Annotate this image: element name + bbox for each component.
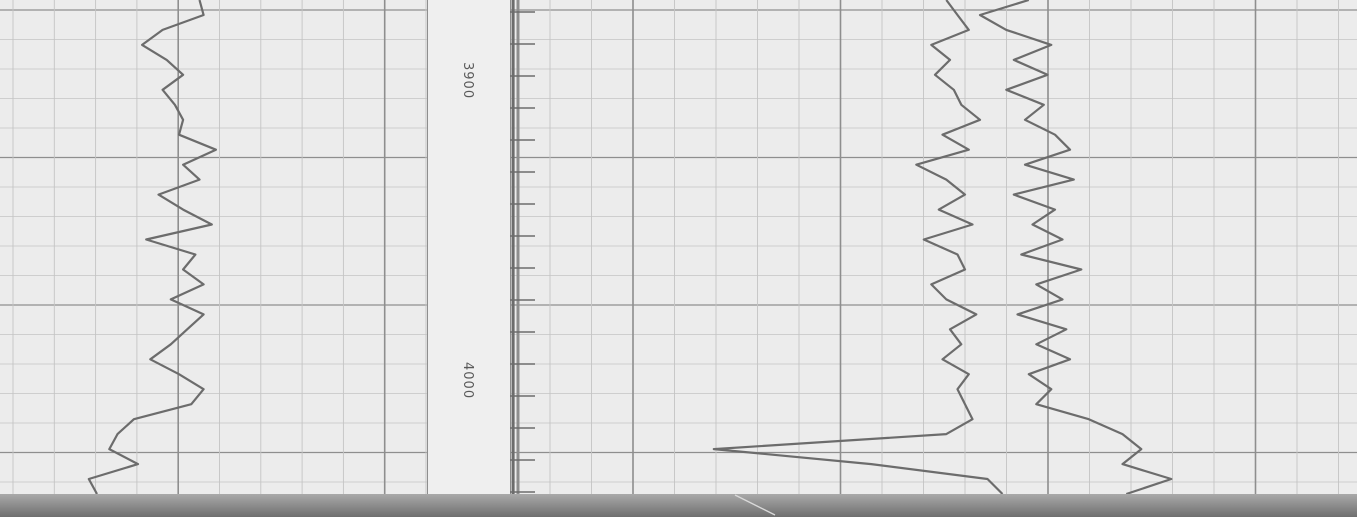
depth-column bbox=[428, 0, 510, 517]
bottom-shadow bbox=[0, 494, 1357, 517]
grid-layer bbox=[0, 0, 1357, 494]
trace-layer bbox=[87, 0, 1173, 496]
depth-label-3900: 3900 bbox=[460, 62, 475, 99]
depth-label-4000: 4000 bbox=[460, 362, 475, 399]
paper-scratch bbox=[734, 494, 776, 516]
log-trace-1-1 bbox=[87, 0, 217, 495]
log-trace-3-1 bbox=[712, 0, 1004, 495]
log-trace-3-2 bbox=[978, 0, 1173, 496]
